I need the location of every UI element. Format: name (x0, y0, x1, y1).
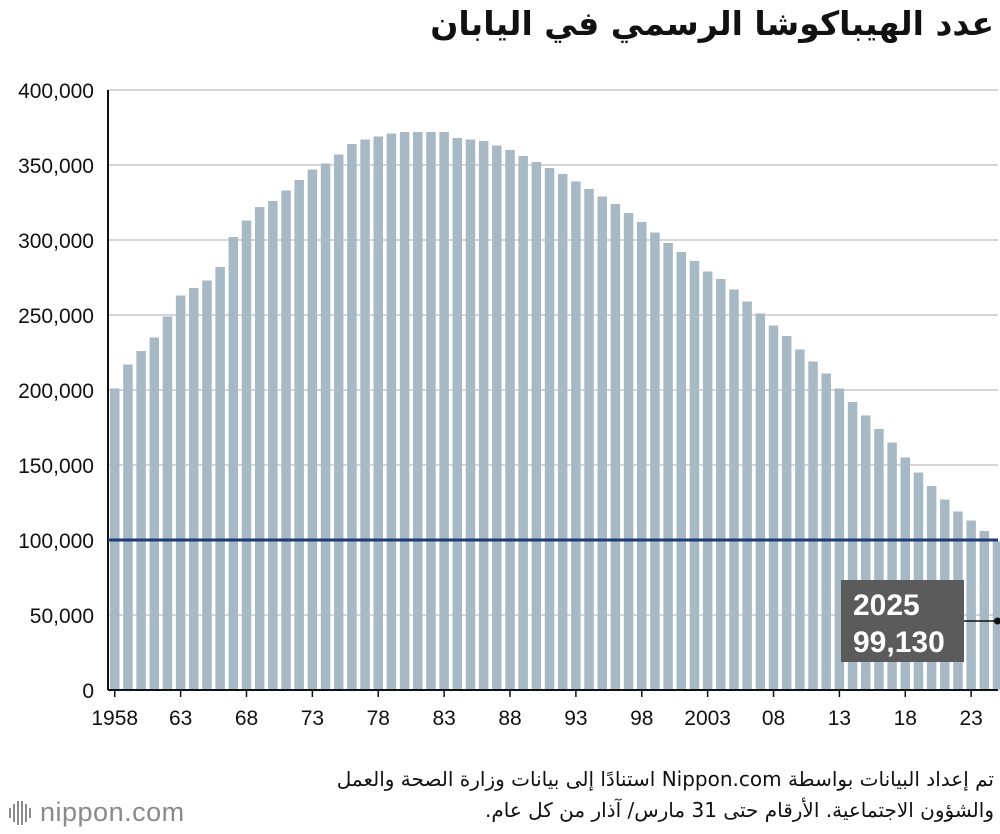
logo-text: nippon.com (40, 797, 185, 827)
x-tick-label: 08 (762, 707, 785, 730)
x-tick-label: 98 (630, 707, 653, 730)
bar (571, 181, 581, 690)
bar (254, 207, 265, 690)
bar (123, 364, 133, 690)
bar (584, 189, 594, 690)
bar (162, 316, 173, 690)
bar (887, 442, 897, 690)
bar-chart: 0 50,000 100,000 150,000 200,000 250,000 300,0… (18, 80, 1000, 730)
bar (729, 289, 739, 690)
x-tick-label: 23 (959, 707, 982, 730)
bar (307, 169, 318, 690)
y-tick-label: 400,000 (18, 80, 94, 103)
x-tick-label: 78 (367, 707, 390, 730)
bar (742, 301, 752, 690)
bar (189, 288, 199, 690)
x-tick-label: 13 (828, 707, 851, 730)
bar (465, 139, 476, 690)
x-tick-label: 88 (498, 707, 521, 730)
bar (136, 351, 146, 690)
bar (821, 373, 831, 690)
y-tick-label: 100,000 (18, 530, 94, 553)
callout-year-label: 2025 (853, 589, 920, 622)
bar (781, 336, 792, 690)
bar (847, 402, 858, 690)
bar (979, 531, 990, 690)
y-tick-label: 50,000 (30, 605, 94, 628)
bar (557, 174, 568, 690)
bar (413, 132, 423, 690)
callout-value-label: 99,130 (853, 626, 945, 659)
bar (373, 136, 383, 690)
bar (966, 520, 976, 690)
bar (175, 295, 186, 690)
y-tick-label: 0 (82, 680, 94, 703)
bar (795, 349, 805, 690)
x-tick-label: 63 (169, 707, 192, 730)
x-tick-label: 18 (894, 707, 917, 730)
bar (399, 132, 410, 690)
bar (518, 156, 528, 690)
chart-title: عدد الهيباكوشا الرسمي في اليابان (430, 4, 994, 43)
callout-dot (993, 617, 1000, 625)
bar (281, 190, 291, 690)
bar (149, 337, 160, 690)
x-tick-label: 68 (235, 707, 258, 730)
bar (637, 222, 647, 690)
bar (676, 252, 687, 690)
y-tick-label: 350,000 (18, 155, 94, 178)
bar (320, 163, 331, 690)
bar (439, 132, 449, 690)
bar (426, 132, 436, 690)
bar (597, 196, 607, 690)
bar (768, 325, 779, 690)
bar (755, 313, 766, 690)
bar (531, 162, 542, 690)
y-tick-label: 150,000 (18, 455, 94, 478)
nippon-logo[interactable]: nippon.com (6, 797, 185, 828)
source-note: تم إعداد البيانات بواسطة Nippon.com استن… (336, 767, 994, 822)
bar (663, 243, 673, 690)
callout-box (841, 580, 964, 662)
x-tick-label: 2003 (684, 707, 731, 730)
bar (492, 145, 502, 690)
bar (689, 261, 700, 690)
bar (702, 271, 713, 690)
bar (860, 415, 871, 690)
bar (215, 267, 225, 690)
x-tick-label: 1958 (91, 707, 138, 730)
y-tick-label: 300,000 (18, 230, 94, 253)
bar (808, 361, 818, 690)
bar (386, 133, 397, 690)
bar (294, 180, 304, 690)
bar (505, 150, 515, 690)
bar (716, 279, 726, 690)
callout: 2025 99,130 (841, 580, 1000, 662)
x-tick-label: 73 (301, 707, 324, 730)
bar (333, 154, 344, 690)
bar (478, 141, 489, 690)
bar (992, 541, 1000, 690)
bar (544, 168, 555, 690)
bar (268, 201, 278, 690)
bar (347, 144, 357, 690)
nippon-logo-mark-icon (9, 800, 31, 825)
x-tick-label: 83 (432, 707, 455, 730)
bar (228, 237, 239, 690)
y-tick-label: 200,000 (18, 380, 94, 403)
bar (452, 138, 463, 690)
bar (360, 139, 370, 690)
bar (900, 457, 911, 690)
axes: 0 50,000 100,000 150,000 200,000 250,000 300,0… (18, 80, 998, 730)
bar (202, 280, 212, 690)
bar (623, 213, 634, 690)
bar (241, 220, 252, 690)
x-tick-label: 93 (564, 707, 587, 730)
y-tick-label: 250,000 (18, 305, 94, 328)
bar (650, 232, 660, 690)
bar (874, 429, 884, 690)
bar (610, 204, 621, 690)
